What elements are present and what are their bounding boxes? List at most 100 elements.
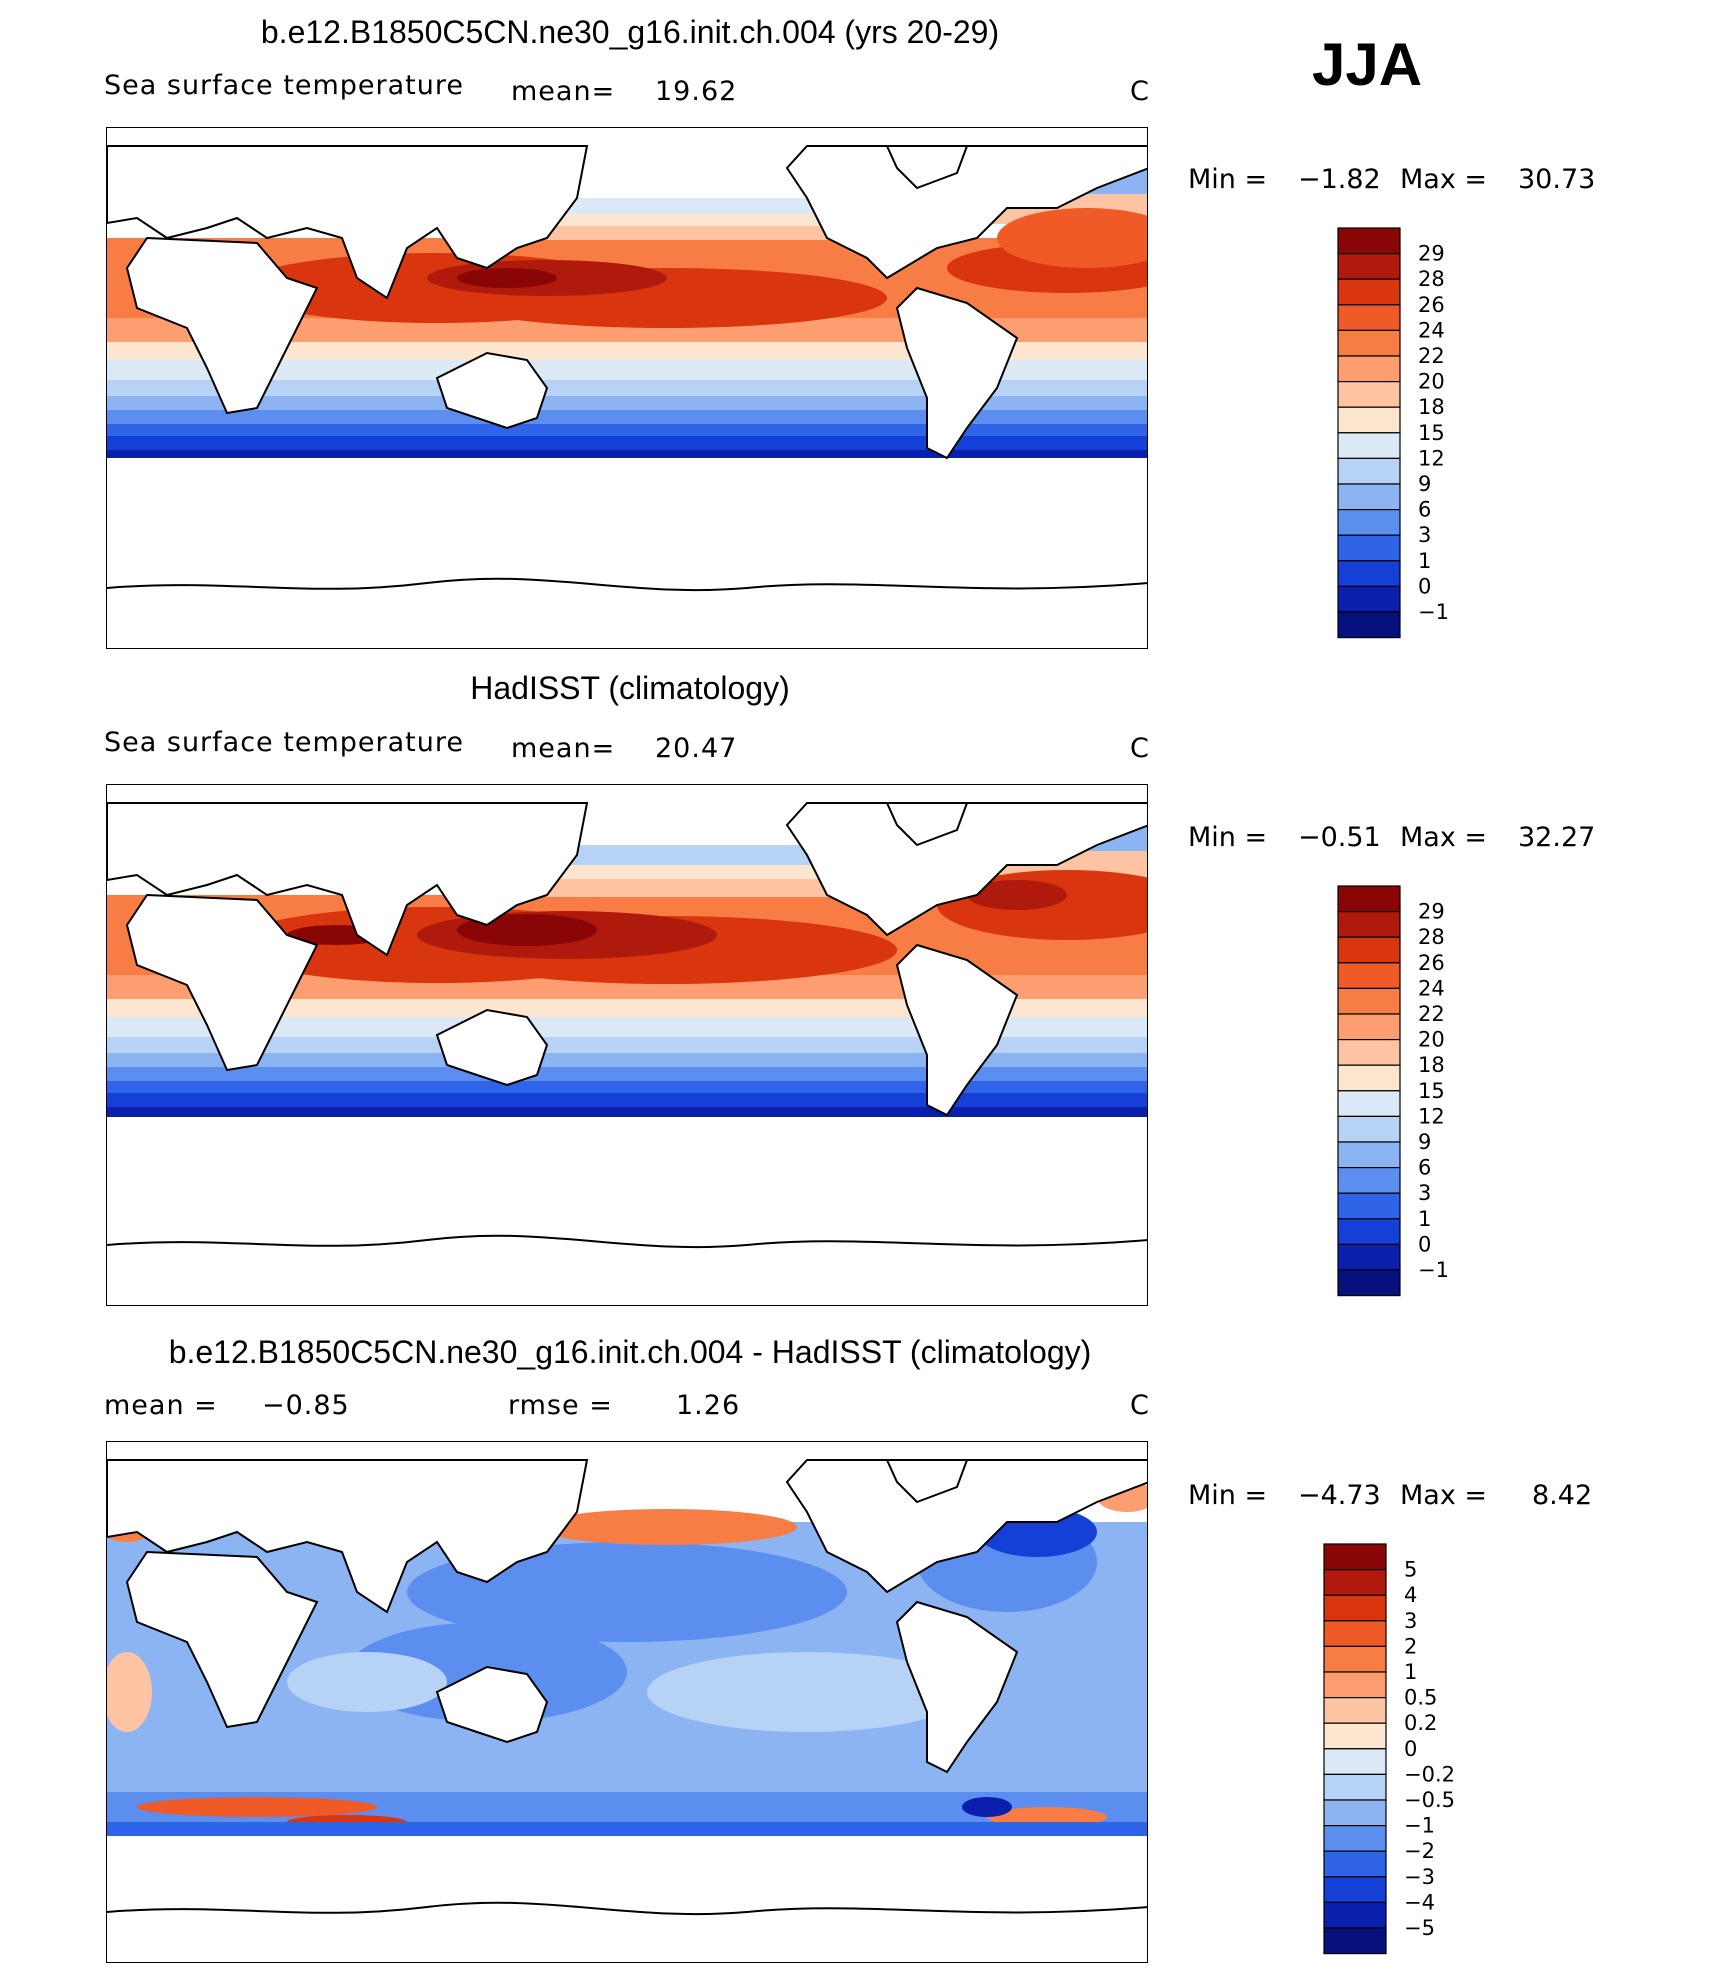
colorbar-swatch xyxy=(1337,355,1401,383)
colorbar-label: −1 xyxy=(1418,600,1449,624)
colorbar-label: 22 xyxy=(1418,1002,1445,1026)
colorbar-label: −5 xyxy=(1404,1916,1435,1940)
colorbar: 29 28 26 24 22 20 18 15 12 9 6 3 1 0 −1 xyxy=(1337,885,1538,1300)
units-label: C xyxy=(1130,733,1150,764)
units-label: C xyxy=(1130,1390,1150,1421)
colorbar-label: 0 xyxy=(1418,1232,1431,1256)
panel-title: b.e12.B1850C5CN.ne30_g16.init.ch.004 - H… xyxy=(168,1334,1092,1370)
colorbar-swatch xyxy=(1337,534,1401,562)
colorbar-label: 9 xyxy=(1418,472,1431,496)
colorbar-swatch xyxy=(1323,1825,1387,1852)
colorbar-swatch xyxy=(1337,1269,1401,1297)
colorbar-swatch xyxy=(1337,560,1401,587)
colorbar-swatch xyxy=(1337,936,1401,964)
colorbar-label: 18 xyxy=(1418,395,1445,419)
colorbar-swatch xyxy=(1337,1192,1401,1220)
colorbar-label: 29 xyxy=(1418,242,1445,266)
colorbar-label: 24 xyxy=(1418,318,1445,342)
sst-map-model xyxy=(106,127,1148,649)
colorbar-swatch xyxy=(1337,911,1401,938)
colorbar-swatch xyxy=(1337,457,1401,485)
colorbar-label: 12 xyxy=(1418,1104,1445,1128)
colorbar-swatch xyxy=(1337,381,1401,408)
colorbar-label: 4 xyxy=(1404,1583,1417,1607)
sst-map-observed xyxy=(106,784,1148,1306)
colorbar-swatch xyxy=(1337,1039,1401,1066)
colorbar-label: 3 xyxy=(1418,523,1431,547)
min-value: −0.51 xyxy=(1298,822,1381,853)
mean-label: mean= xyxy=(511,76,616,107)
colorbar-swatch xyxy=(1323,1799,1387,1827)
sst-diff-map xyxy=(106,1441,1148,1963)
colorbar-label: 6 xyxy=(1418,498,1431,522)
colorbar-swatch xyxy=(1323,1901,1387,1929)
mean-label: mean= xyxy=(511,733,616,764)
max-label: Max = xyxy=(1400,164,1488,195)
colorbar-label: 3 xyxy=(1404,1609,1417,1633)
colorbar-label: −0.5 xyxy=(1404,1788,1455,1812)
min-label: Min = xyxy=(1188,1480,1268,1511)
max-value: 30.73 xyxy=(1518,164,1596,195)
colorbar-label: 0 xyxy=(1418,574,1431,598)
colorbar-label: 12 xyxy=(1418,446,1445,470)
colorbar-swatch xyxy=(1337,432,1401,460)
colorbar-swatch xyxy=(1337,1141,1401,1169)
colorbar-label: −3 xyxy=(1404,1865,1435,1889)
colorbar-swatch xyxy=(1323,1620,1387,1648)
mean-label: mean = xyxy=(104,1390,218,1421)
colorbar-swatch xyxy=(1337,406,1401,434)
colorbar-label: 22 xyxy=(1418,344,1445,368)
mean-value: 20.47 xyxy=(655,733,738,764)
colorbar-swatch xyxy=(1323,1850,1387,1878)
panel-title: HadISST (climatology) xyxy=(470,670,790,706)
max-label: Max = xyxy=(1400,822,1488,853)
colorbar-swatch xyxy=(1337,227,1401,255)
variable-label: Sea surface temperature xyxy=(104,70,464,101)
colorbar-swatch xyxy=(1323,1645,1387,1673)
units-label: C xyxy=(1130,76,1150,107)
colorbar-label: 15 xyxy=(1418,1079,1445,1103)
min-label: Min = xyxy=(1188,822,1268,853)
colorbar-swatch xyxy=(1323,1927,1387,1955)
colorbar-swatch xyxy=(1323,1748,1387,1776)
colorbar-label: 0.5 xyxy=(1404,1686,1437,1710)
colorbar-label: −1 xyxy=(1404,1814,1435,1838)
colorbar-label: 26 xyxy=(1418,951,1445,975)
colorbar-swatch xyxy=(1323,1543,1387,1571)
colorbar-swatch xyxy=(1337,278,1401,306)
colorbar-label: 20 xyxy=(1418,1028,1445,1052)
mean-value: −0.85 xyxy=(262,1390,350,1421)
colorbar-label: 9 xyxy=(1418,1130,1431,1154)
colorbar-swatch xyxy=(1323,1722,1387,1750)
colorbar-label: 28 xyxy=(1418,925,1445,949)
colorbar-label: 18 xyxy=(1418,1053,1445,1077)
colorbar-label: 1 xyxy=(1404,1660,1417,1684)
colorbar-label: −0.2 xyxy=(1404,1762,1455,1786)
colorbar-swatch xyxy=(1323,1876,1387,1903)
colorbar-label: 2 xyxy=(1404,1634,1417,1658)
colorbar-label: 26 xyxy=(1418,293,1445,317)
min-label: Min = xyxy=(1188,164,1268,195)
colorbar-swatch xyxy=(1323,1671,1387,1699)
colorbar-swatch xyxy=(1337,1218,1401,1245)
colorbar-swatch xyxy=(1323,1773,1387,1801)
colorbar-swatch xyxy=(1337,509,1401,536)
colorbar-swatch xyxy=(1323,1594,1387,1622)
colorbar-swatch xyxy=(1337,1090,1401,1118)
min-value: −4.73 xyxy=(1298,1480,1381,1511)
max-value: 32.27 xyxy=(1518,822,1596,853)
mean-value: 19.62 xyxy=(655,76,738,107)
colorbar-swatch xyxy=(1337,585,1401,613)
colorbar-label: 24 xyxy=(1418,976,1445,1000)
colorbar-label: 0 xyxy=(1404,1737,1417,1761)
colorbar-label: 3 xyxy=(1418,1181,1431,1205)
colorbar-swatch xyxy=(1337,1243,1401,1271)
rmse-value: 1.26 xyxy=(676,1390,741,1421)
colorbar-label: −1 xyxy=(1418,1258,1449,1282)
colorbar: 29 28 26 24 22 20 18 15 12 9 6 3 1 0 −1 xyxy=(1337,227,1538,642)
variable-label: Sea surface temperature xyxy=(104,727,464,758)
colorbar-swatch xyxy=(1337,1167,1401,1194)
colorbar: 5 4 3 2 1 0.5 0.2 0 −0.2 −0.5 −1 −2 −3 −4 −5 xyxy=(1323,1543,1524,1958)
colorbar-label: 6 xyxy=(1418,1156,1431,1180)
rmse-label: rmse = xyxy=(508,1390,613,1421)
